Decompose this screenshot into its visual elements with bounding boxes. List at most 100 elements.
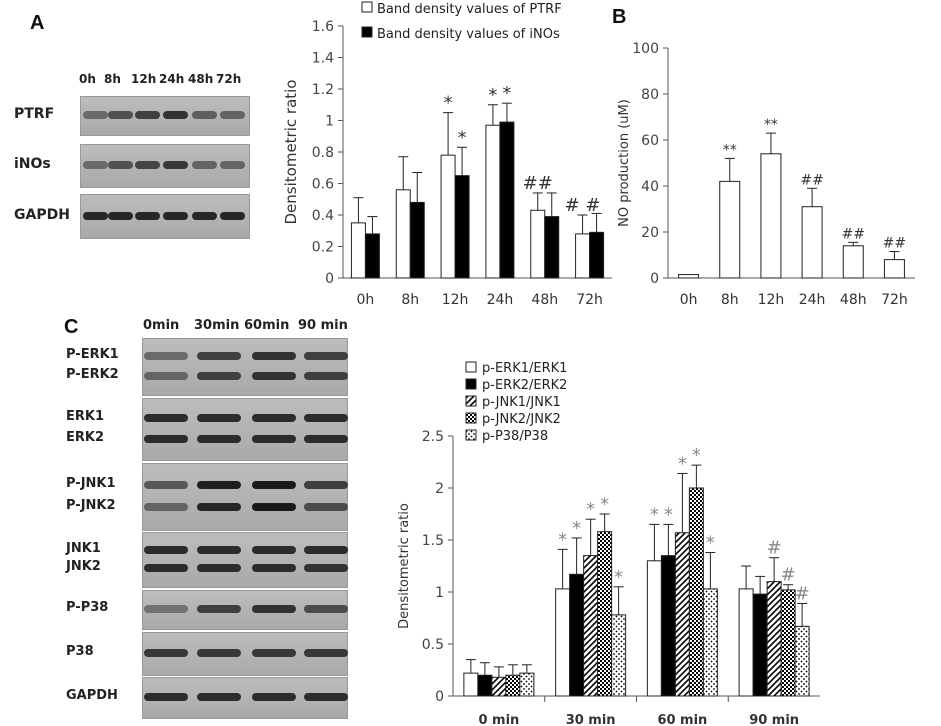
blot-c-row-label: JNK2: [66, 559, 101, 575]
blot-c-time-label: 60min: [244, 318, 290, 333]
blot-c-band: [304, 693, 348, 701]
blot-a-time-label: 0h: [79, 72, 96, 86]
blot-c-band: [304, 503, 348, 512]
chart-c-significance-mark: *: [706, 532, 715, 553]
chart-b-significance-mark: ##: [800, 172, 823, 188]
chart-a-y-tick-label: 0.8: [312, 145, 334, 161]
chart-c-y-tick-label: 2.5: [422, 429, 444, 445]
blot-c-time-label: 90 min: [298, 318, 348, 333]
chart-c-y-tick-label: 1: [435, 585, 444, 601]
blot-c-row-label: ERK2: [66, 429, 105, 445]
chart-c-bar: [611, 614, 627, 697]
chart-b-y-tick-label: 60: [641, 133, 659, 149]
blot-a-time-label: 48h: [188, 72, 214, 86]
blot-c-band: [252, 545, 296, 554]
chart-c-bar: [463, 672, 479, 697]
blot-c-band: [197, 371, 241, 380]
chart-a-legend-label: Band density values of PTRF: [377, 2, 562, 17]
chart-a-x-tick-label: 24h: [487, 292, 514, 308]
chart-a-y-label: Densitometric ratio: [282, 80, 300, 225]
chart-c-significance-mark: *: [600, 494, 609, 515]
chart-c-y-tick-label: 1.5: [422, 533, 444, 549]
blot-a-time-label: 8h: [104, 72, 121, 86]
blot-c-row-label: P-JNK1: [66, 475, 116, 491]
chart-c-bar: [780, 589, 796, 697]
chart-a-x-tick-label: 0h: [357, 292, 375, 308]
chart-c-y-tick-label: 0.5: [422, 637, 444, 653]
blot-c-band: [252, 414, 296, 423]
blot-c-membrane: [142, 338, 348, 396]
chart-a-significance-mark: *: [444, 93, 453, 114]
chart-b-y-tick-label: 20: [641, 225, 659, 241]
chart-c-bar: [597, 531, 613, 697]
chart-c-significance-mark: #: [795, 583, 810, 604]
chart-b-y-tick-label: 40: [641, 179, 659, 195]
blot-a-band: [135, 111, 160, 119]
chart-c-significance-mark: *: [614, 567, 623, 588]
chart-a-legend-swatch: [361, 26, 373, 38]
chart-b-significance-mark: ##: [883, 236, 906, 252]
blot-c-membrane: [142, 463, 348, 531]
chart-c-bar: [660, 555, 676, 697]
chart-c-bar: [491, 676, 507, 697]
blot-c-row-label: ERK1: [66, 409, 105, 425]
blot-c-band: [304, 480, 348, 489]
blot-c-band: [197, 503, 241, 512]
blot-c-band: [144, 480, 188, 489]
blot-a-row-label: iNOs: [14, 156, 51, 172]
chart-a-x-tick-label: 72h: [576, 292, 603, 308]
chart-c-legend-label: p-P38/P38: [482, 429, 548, 444]
blot-c-band: [144, 605, 188, 613]
chart-c-significance-mark: *: [692, 445, 701, 466]
chart-a-legend-label: Band density values of iNOs: [377, 27, 560, 42]
blot-c-band: [252, 605, 296, 613]
blot-c-band: [252, 480, 296, 489]
chart-c-bar: [477, 674, 493, 697]
chart-c-bar: [569, 573, 585, 697]
chart-c-legend-label: p-JNK1/JNK1: [482, 395, 561, 410]
panel-letter-c: C: [64, 316, 79, 338]
chart-b-x-tick-label: 72h: [881, 292, 908, 308]
panel-letter-a: A: [30, 12, 45, 34]
chart-a-legend-swatch: [361, 1, 373, 13]
blot-c-band: [252, 693, 296, 701]
chart-b-x-tick-label: 12h: [758, 292, 785, 308]
blot-c-band: [144, 649, 188, 657]
blot-c-band: [252, 352, 296, 361]
chart-b-y-tick-label: 0: [650, 271, 659, 287]
chart-c-legend-label: p-JNK2/JNK2: [482, 412, 561, 427]
blot-a-time-label: 12h: [131, 72, 157, 86]
blot-a-band: [220, 161, 245, 169]
blot-c-band: [144, 414, 188, 423]
blot-c-band: [252, 503, 296, 512]
blot-a-band: [192, 111, 217, 119]
chart-c-legend-label: p-ERK2/ERK2: [482, 378, 567, 393]
blot-c-row-label: P-P38: [66, 600, 109, 615]
chart-b-x-tick-label: 0h: [680, 292, 698, 308]
blot-c-band: [144, 503, 188, 512]
chart-c-legend-swatch: [465, 378, 477, 390]
chart-c-x-tick-label: 60 min: [657, 713, 707, 726]
blot-a-band: [192, 211, 217, 220]
blot-c-band: [197, 480, 241, 489]
chart-b-bar: [678, 274, 700, 279]
blot-a-band: [83, 111, 108, 119]
chart-a-y-tick-label: 0.4: [312, 208, 334, 224]
chart-b-significance-mark: ##: [842, 226, 865, 242]
blot-c-time-label: 30min: [194, 318, 240, 333]
chart-c-bar: [766, 581, 782, 697]
chart-a-y-tick-label: 1.6: [312, 19, 334, 35]
chart-c-bar: [519, 672, 535, 697]
chart-a-significance-mark: ##: [523, 173, 553, 194]
chart-a-y-tick-label: 1: [325, 114, 334, 130]
chart-b-y-label: NO production (uM): [617, 99, 632, 227]
blot-c-band: [197, 605, 241, 613]
chart-c-y-tick-label: 0: [435, 689, 444, 705]
blot-a-band: [135, 211, 160, 220]
chart-c-bar: [738, 588, 754, 697]
blot-a-band: [135, 161, 160, 169]
chart-a-x-tick-label: 8h: [401, 292, 419, 308]
